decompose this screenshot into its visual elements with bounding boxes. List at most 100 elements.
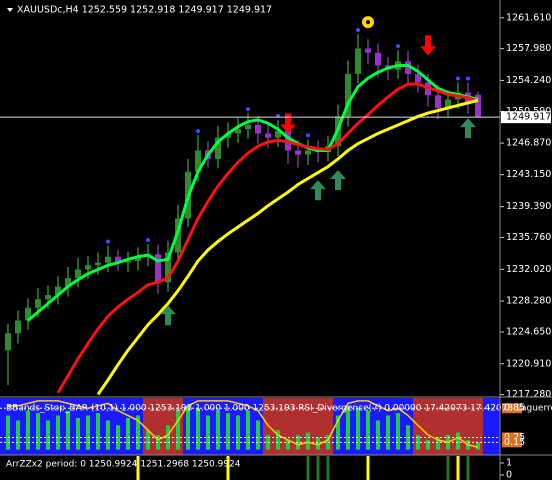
candle-body xyxy=(445,99,451,108)
y-tick-label: 0 xyxy=(506,469,512,480)
indicator-bar xyxy=(256,420,260,450)
high-dot xyxy=(356,28,360,33)
buy-arrow xyxy=(160,305,176,326)
y-tick-label: 1217.280 xyxy=(506,389,551,400)
indicator-bar xyxy=(126,417,130,450)
candle-body xyxy=(115,256,121,263)
y-tick-label: 1257.980 xyxy=(506,43,551,54)
candle-body xyxy=(105,256,111,263)
candle-body xyxy=(65,277,71,287)
top-marker-center xyxy=(366,20,370,25)
indicator-bar xyxy=(186,405,190,450)
indicator-bar xyxy=(396,413,400,450)
indicator-bar xyxy=(476,442,480,450)
candle-body xyxy=(5,333,11,351)
indicator-bar xyxy=(6,415,10,450)
y-tick-label: 1235.760 xyxy=(506,232,551,243)
indicator-bar xyxy=(216,410,220,450)
high-dot xyxy=(396,44,400,49)
candle-body xyxy=(155,254,161,283)
indicator-bar xyxy=(336,415,340,450)
candle-body xyxy=(55,286,61,295)
indicator-bar xyxy=(366,410,370,450)
y-tick-label: 1254.240 xyxy=(506,75,551,86)
candle-body xyxy=(475,94,481,118)
candle-body xyxy=(25,307,31,321)
candle-body xyxy=(165,252,171,283)
candle-body xyxy=(135,256,141,261)
candle-body xyxy=(225,133,231,138)
indicator-bar xyxy=(76,417,80,450)
candle-body xyxy=(125,260,131,263)
indicator-bar xyxy=(176,410,180,450)
indicator-title: BBands_Stop_BAR (10,1) 1.000 1253.193 1.… xyxy=(6,404,552,414)
indicator-bar xyxy=(376,420,380,450)
candle-body xyxy=(255,124,261,134)
buy-arrow xyxy=(460,118,476,139)
candle-body xyxy=(15,320,21,334)
high-dot xyxy=(196,129,200,134)
indicator-bar xyxy=(286,439,290,450)
indicator-bar xyxy=(316,437,320,450)
moving-average xyxy=(27,63,479,322)
candle-body xyxy=(415,73,421,83)
indicator-bar xyxy=(106,420,110,450)
candle-body xyxy=(295,150,301,155)
high-dot xyxy=(466,76,470,81)
indicator-bar xyxy=(356,408,360,450)
y-tick-label: 1261.610 xyxy=(506,12,551,23)
indicator-bar xyxy=(426,439,430,450)
panes: 1261.6101257.9801254.2401250.5901246.870… xyxy=(0,12,552,480)
indicator-bar xyxy=(46,420,50,450)
candle-body xyxy=(355,48,361,74)
candle-body xyxy=(435,95,441,108)
indicator-bar xyxy=(436,437,440,450)
indicator-bar xyxy=(386,415,390,450)
y-tick-label: 1 xyxy=(506,457,512,468)
y-tick-label: 1224.650 xyxy=(506,326,551,337)
y-tick-label: 1232.020 xyxy=(506,264,551,275)
candle-body xyxy=(305,150,311,155)
candle-body xyxy=(365,48,371,53)
candle-body xyxy=(245,124,251,130)
y-tick-label: 0.85 xyxy=(504,403,525,414)
indicator-bar xyxy=(86,415,90,450)
sell-arrow xyxy=(420,35,436,56)
candle-body xyxy=(345,73,351,117)
y-tick-label: 1228.280 xyxy=(506,296,551,307)
indicator-bar xyxy=(206,415,210,450)
high-dot xyxy=(306,133,310,138)
y-tick-label: 1220.910 xyxy=(506,358,551,369)
chart-title: XAUUSDc,H4 1252.559 1252.918 1249.917 12… xyxy=(17,5,272,16)
indicator-bar xyxy=(56,415,60,450)
candle-body xyxy=(195,150,201,172)
level-label-box xyxy=(502,437,522,448)
indicator-bar xyxy=(66,410,70,450)
candle-body xyxy=(95,262,101,266)
indicator-bar xyxy=(136,415,140,450)
candle-body xyxy=(235,129,241,134)
indicator-bar xyxy=(346,405,350,450)
sell-arrow xyxy=(280,113,296,134)
candle-body xyxy=(265,133,271,138)
level-label-box xyxy=(502,403,522,414)
candle-body xyxy=(75,269,81,278)
high-dot xyxy=(456,76,460,81)
y-tick-label: 1243.150 xyxy=(506,169,551,180)
indicator-bar xyxy=(276,430,280,450)
indicator-bar xyxy=(236,415,240,450)
laguerre-line xyxy=(8,400,479,448)
indicator-title: ArrZZx2 period: 0 1250.9924 1251.2968 12… xyxy=(6,460,241,470)
collapse-icon[interactable] xyxy=(7,8,13,12)
candle-body xyxy=(85,265,91,270)
indicator-bar xyxy=(16,420,20,450)
candle-body xyxy=(275,130,281,138)
candle-body xyxy=(375,52,381,66)
y-tick-label: 1239.390 xyxy=(506,201,551,212)
high-dot xyxy=(146,237,150,242)
indicator-bar xyxy=(26,410,30,450)
moving-average xyxy=(56,82,479,394)
candle-body xyxy=(405,61,411,74)
indicator-bar xyxy=(146,430,150,450)
